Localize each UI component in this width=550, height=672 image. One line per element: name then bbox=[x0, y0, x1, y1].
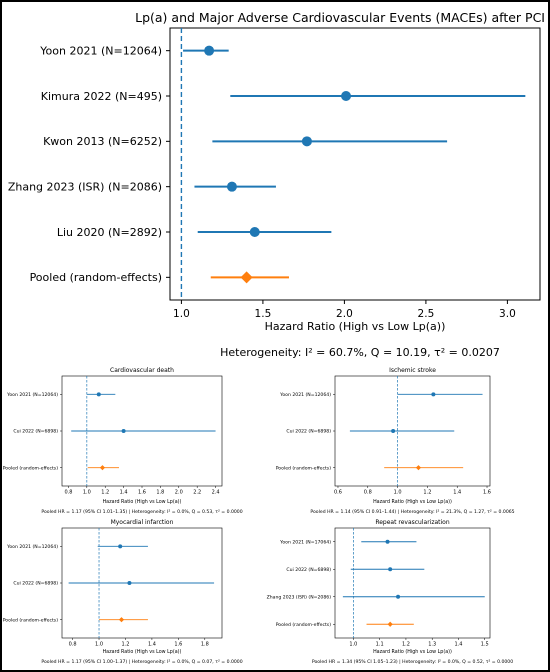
chart1-study-estimate-point bbox=[96, 392, 101, 397]
chart0-x-tick-label: 1.5 bbox=[255, 308, 272, 320]
chart1-x-tick-label: 2.2 bbox=[193, 490, 201, 496]
chart1-x-tick-label: 1.6 bbox=[138, 490, 146, 496]
chart3-x-tick-label: 1.2 bbox=[121, 642, 129, 648]
chart4-heterogeneity-footer: Pooled HR = 1.34 (95% CI 1.05–1.23) | He… bbox=[312, 659, 513, 665]
chart2-study-estimate-point bbox=[391, 429, 396, 433]
chart2-x-tick-label: 1.2 bbox=[423, 490, 431, 496]
chart0-study-estimate-point bbox=[249, 227, 260, 237]
chart2-x-tick-label: 1.0 bbox=[394, 490, 402, 496]
chart2-x-tick-label: 1.4 bbox=[453, 490, 461, 496]
chart3-study-estimate-point bbox=[127, 581, 132, 585]
chart4-study-estimate-point bbox=[396, 594, 401, 599]
chart4-row-label: Cui 2022 (N=6898) bbox=[286, 567, 331, 573]
chart1-x-tick-label: 0.8 bbox=[64, 490, 72, 496]
chart1-x-tick-label: 1.2 bbox=[101, 490, 109, 496]
chart4-row-label: Yoon 2021 (N=17064) bbox=[279, 539, 331, 545]
chart1-title: Cardiovascular death bbox=[110, 367, 174, 374]
chart4-x-tick-label: 1.5 bbox=[481, 642, 489, 648]
chart4-x-tick-label: 1.2 bbox=[402, 642, 410, 648]
chart3-heterogeneity-footer: Pooled HR = 1.17 (95% CI 1.00–1.37) | He… bbox=[41, 659, 242, 665]
chart1-x-axis-label: Hazard Ratio (High vs Low Lp(a)) bbox=[103, 499, 182, 505]
chart2-x-axis-label: Hazard Ratio (High vs Low Lp(a)) bbox=[373, 499, 452, 505]
chart0-axes-frame bbox=[169, 27, 541, 301]
chart0-study-estimate-point bbox=[204, 45, 215, 56]
chart0-study-estimate-point bbox=[226, 181, 237, 192]
chart1-x-tick-label: 1.4 bbox=[120, 490, 128, 496]
chart1-x-tick-label: 1.0 bbox=[83, 490, 91, 496]
chart0-heterogeneity-footer: Heterogeneity: I² = 60.7%, Q = 10.19, τ²… bbox=[220, 346, 500, 359]
chart4-x-tick-label: 1.3 bbox=[428, 642, 436, 648]
chart0-row-label: Pooled (random-effects) bbox=[30, 271, 162, 284]
chart3-x-tick-label: 0.8 bbox=[69, 642, 77, 648]
chart2-study-estimate-point bbox=[431, 392, 436, 397]
chart0-row-label: Liu 2020 (N=2892) bbox=[57, 226, 162, 239]
chart1-study-estimate-point bbox=[121, 429, 126, 433]
chart1-heterogeneity-footer: Pooled HR = 1.17 (95% CI 1.01–1.35) | He… bbox=[41, 509, 242, 515]
chart4-x-axis-label: Hazard Ratio (High vs Low Lp(a)) bbox=[373, 649, 452, 655]
chart4-pooled-estimate-diamond bbox=[387, 621, 393, 627]
chart4-axes-frame bbox=[334, 527, 491, 639]
chart1-row-label: Pooled (random-effects) bbox=[3, 465, 59, 471]
chart0-row-label: Zhang 2023 (ISR) (N=2086) bbox=[8, 181, 162, 194]
chart3-study-estimate-point bbox=[118, 544, 123, 549]
chart0-study-estimate-point bbox=[341, 91, 352, 101]
chart3-row-label: Pooled (random-effects) bbox=[3, 617, 59, 623]
chart3-x-axis-label: Hazard Ratio (High vs Low Lp(a)) bbox=[103, 649, 182, 655]
chart3-x-tick-label: 1.0 bbox=[95, 642, 103, 648]
chart4-study-estimate-point bbox=[388, 567, 393, 572]
chart0-x-tick-label: 2.5 bbox=[418, 308, 435, 320]
chart4-row-label: Pooled (random-effects) bbox=[276, 622, 332, 628]
chart4-row-label: Zhang 2023 (ISR) (N=2086) bbox=[267, 594, 332, 600]
chart2-pooled-estimate-diamond bbox=[415, 465, 422, 471]
chart0-pooled-estimate-diamond bbox=[240, 271, 253, 284]
chart3-title: Myocardial infarction bbox=[111, 519, 174, 526]
chart1-pooled-estimate-diamond bbox=[99, 465, 106, 471]
chart4-x-tick-label: 1.0 bbox=[349, 642, 357, 648]
chart2-row-label: Cui 2022 (N=6898) bbox=[286, 429, 331, 435]
chart1-row-label: Yoon 2021 (N=12064) bbox=[6, 392, 58, 398]
chart1-row-label: Cui 2022 (N=6898) bbox=[13, 429, 58, 435]
chart1-x-tick-label: 2.0 bbox=[175, 490, 183, 496]
chart3-x-tick-label: 1.4 bbox=[148, 642, 156, 648]
chart2-x-tick-label: 0.8 bbox=[364, 490, 372, 496]
chart1-x-tick-label: 2.4 bbox=[212, 490, 220, 496]
chart4-x-tick-label: 1.1 bbox=[376, 642, 384, 648]
chart3-row-label: Yoon 2021 (N=12064) bbox=[6, 544, 58, 550]
chart4-title: Repeat revascularization bbox=[375, 519, 450, 526]
chart2-title: Ischemic stroke bbox=[389, 367, 436, 374]
chart0-x-tick-label: 2.0 bbox=[336, 308, 353, 320]
chart3-row-label: Cui 2022 (N=6898) bbox=[13, 581, 58, 587]
chart0-x-tick-label: 1.0 bbox=[173, 308, 190, 320]
chart2-x-tick-label: 0.6 bbox=[334, 490, 342, 496]
chart4-x-tick-label: 1.4 bbox=[454, 642, 462, 648]
chart0-row-label: Kimura 2022 (N=495) bbox=[41, 90, 162, 103]
chart2-row-label: Yoon 2021 (N=12064) bbox=[279, 392, 331, 398]
chart2-row-label: Pooled (random-effects) bbox=[276, 465, 332, 471]
chart3-pooled-estimate-diamond bbox=[118, 617, 125, 623]
chart4-study-estimate-point bbox=[385, 539, 390, 544]
chart0-x-axis-label: Hazard Ratio (High vs Low Lp(a)) bbox=[265, 320, 446, 333]
chart0-title: Lp(a) and Major Adverse Cardiovascular E… bbox=[135, 10, 545, 25]
chart3-x-tick-label: 1.6 bbox=[174, 642, 182, 648]
chart0-x-tick-label: 3.0 bbox=[499, 308, 516, 320]
chart3-x-tick-label: 1.8 bbox=[201, 642, 209, 648]
chart1-x-tick-label: 1.8 bbox=[156, 490, 164, 496]
chart0-row-label: Kwon 2013 (N=6252) bbox=[43, 135, 162, 148]
chart0-row-label: Yoon 2021 (N=12064) bbox=[39, 45, 162, 58]
chart2-heterogeneity-footer: Pooled HR = 1.14 (95% CI 0.91–1.44) | He… bbox=[310, 509, 514, 515]
chart2-x-tick-label: 1.6 bbox=[483, 490, 491, 496]
chart0-study-estimate-point bbox=[301, 136, 312, 147]
